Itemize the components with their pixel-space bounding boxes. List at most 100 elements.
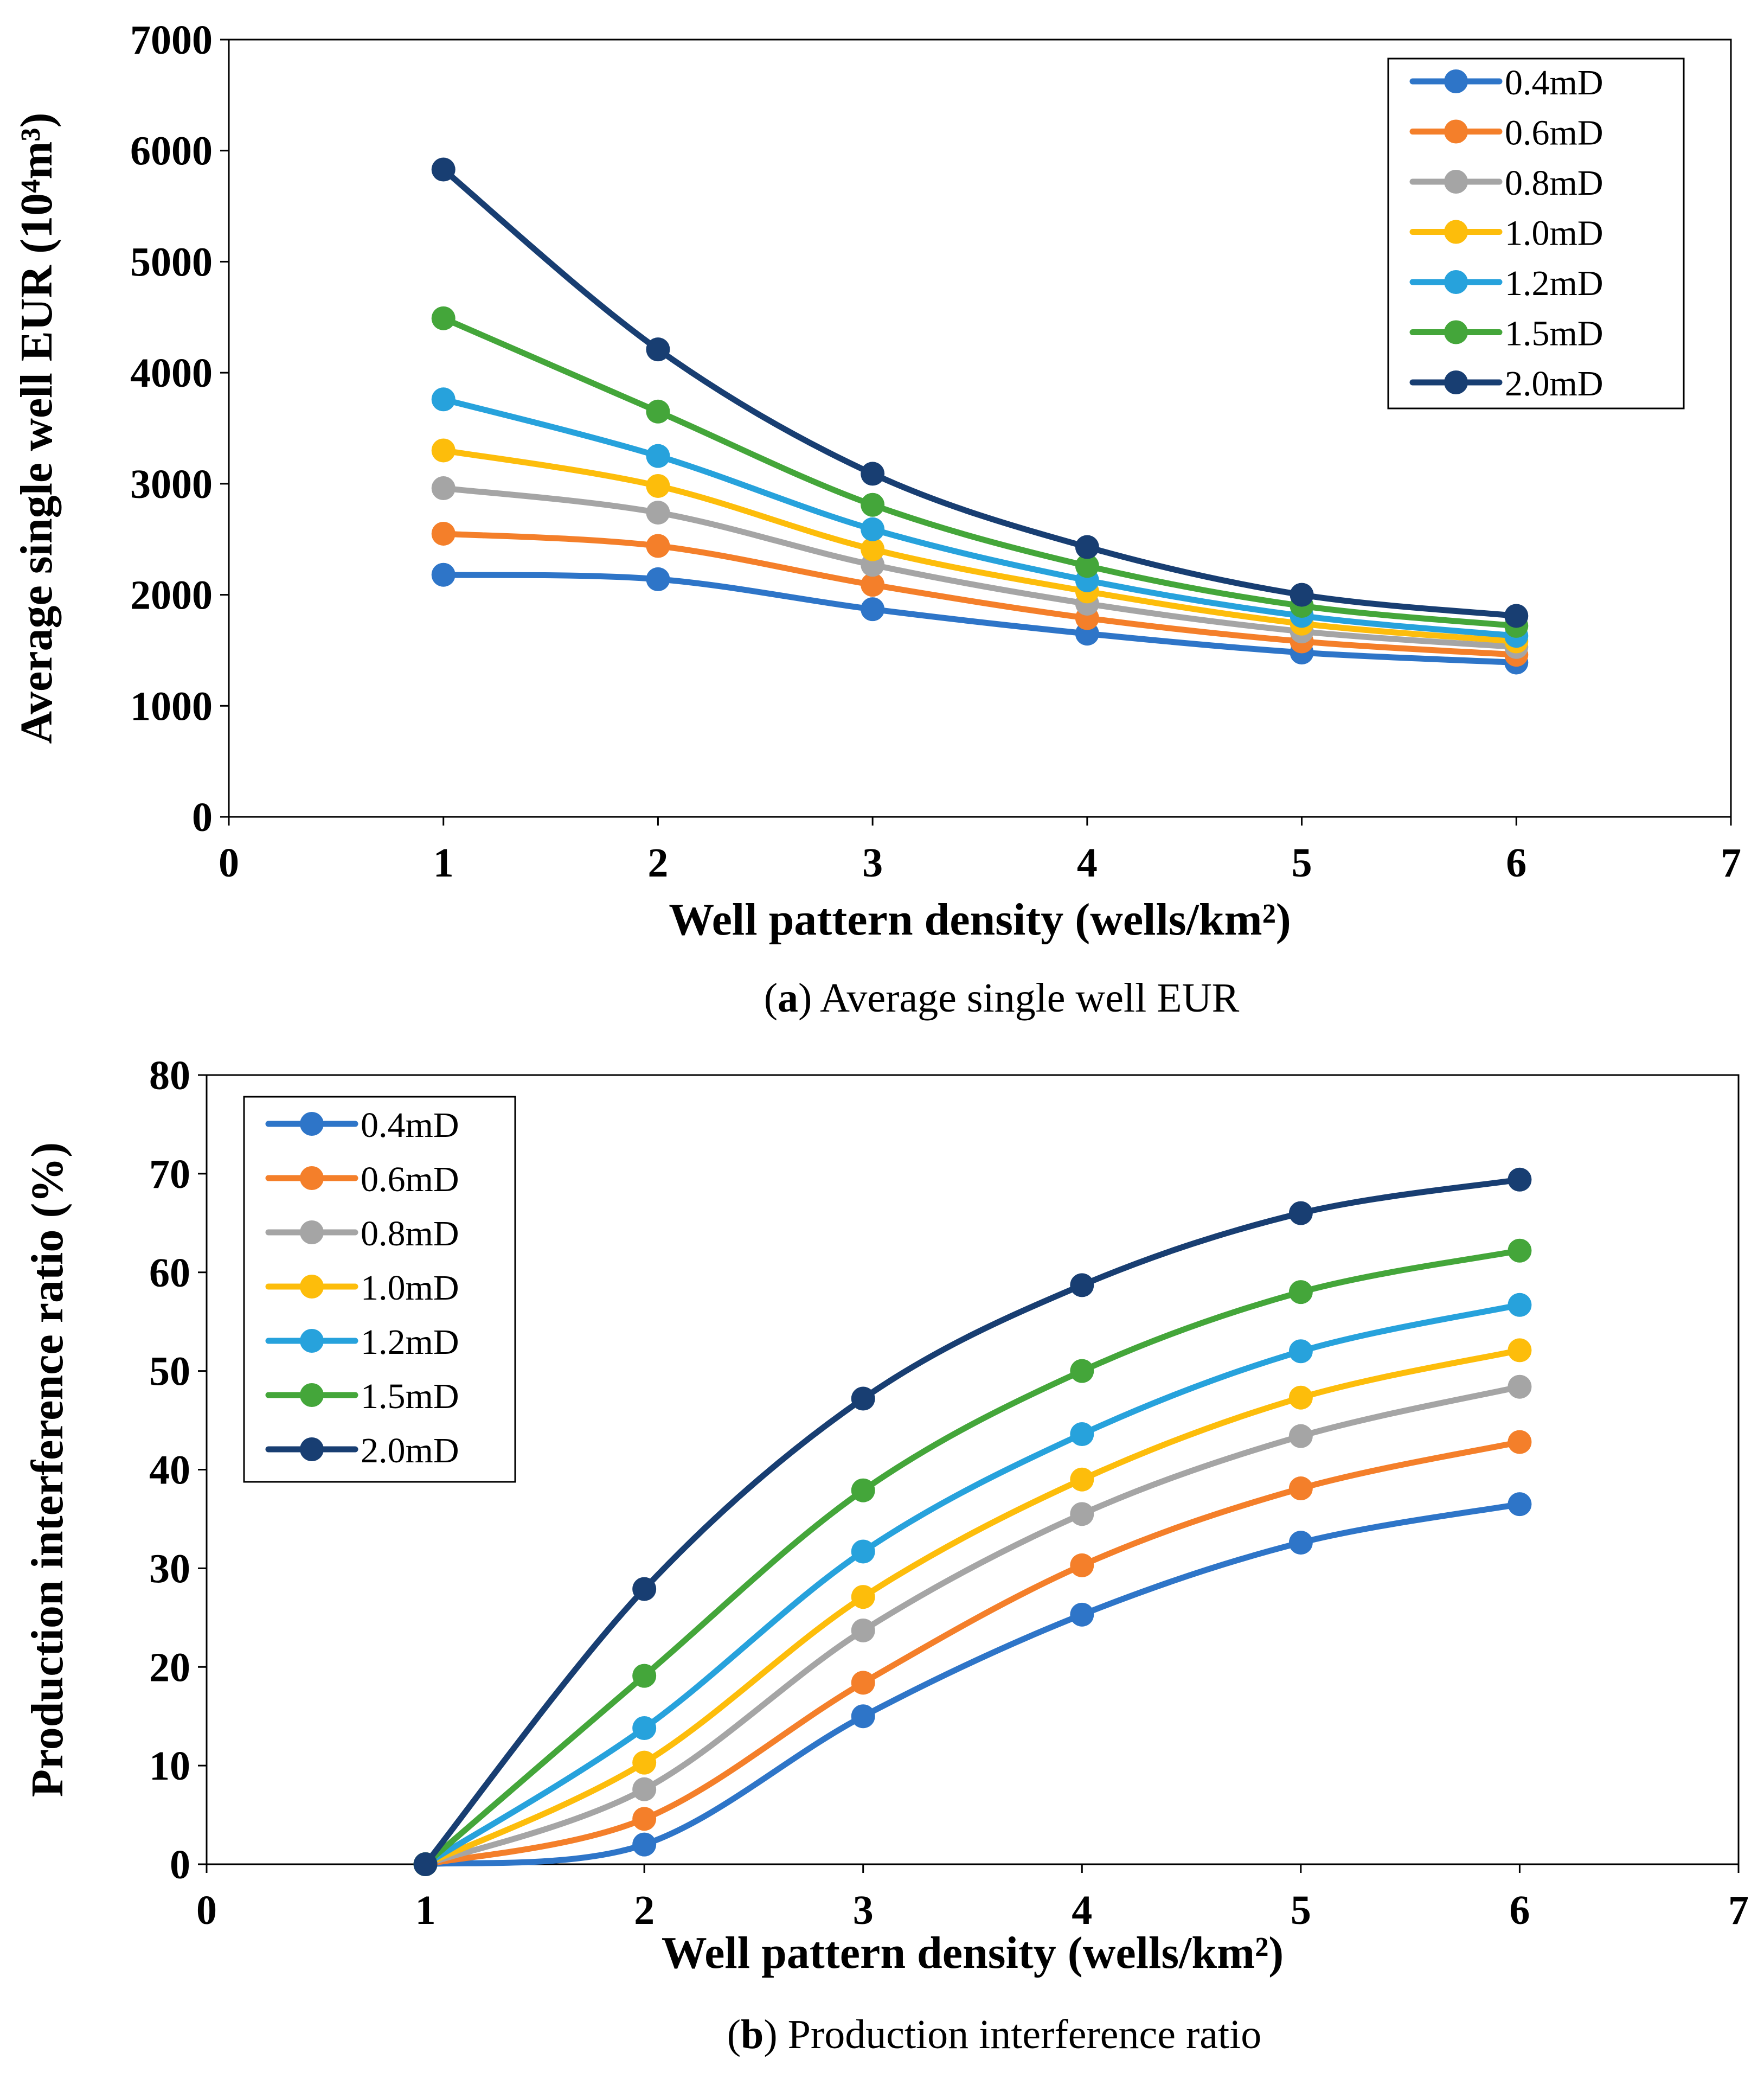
series-line — [440, 485, 1519, 650]
data-point — [431, 387, 456, 412]
series-line — [422, 1248, 1523, 1867]
caption-open: ( — [727, 2012, 741, 2057]
series-line — [440, 315, 1519, 629]
legend-label: 2.0mD — [361, 1431, 459, 1470]
data-point — [646, 567, 670, 591]
x-axis-title: Well pattern density (wells/km²) — [669, 894, 1291, 945]
legend-label: 1.2mD — [361, 1322, 459, 1362]
data-point — [1070, 1467, 1094, 1492]
x-tick-label: 4 — [1072, 1888, 1092, 1933]
plot-area — [228, 39, 1732, 818]
data-point — [431, 521, 456, 546]
legend-label: 0.6mD — [1505, 113, 1603, 153]
series-0.6mD — [413, 1430, 1532, 1876]
legend-swatch-marker — [1444, 170, 1468, 194]
y-tick-label: 3000 — [130, 462, 213, 507]
x-tick-label: 0 — [219, 840, 239, 886]
x-tick-label: 1 — [415, 1888, 436, 1933]
legend: 0.4mD 0.6mD 0.8mD 1.0mD 1.2mD 1.5mD 2.0mD — [1387, 57, 1685, 410]
legend-swatch-marker — [1444, 270, 1468, 294]
legend-label: 0.6mD — [361, 1160, 459, 1199]
legend-label: 0.8mD — [1505, 163, 1603, 203]
series-line — [422, 1347, 1523, 1867]
data-point — [1070, 1359, 1094, 1383]
data-point — [851, 1585, 875, 1609]
data-point — [1508, 1238, 1532, 1263]
data-point — [632, 1750, 657, 1775]
y-axis-title: Production interference ratio (%) — [22, 1142, 73, 1798]
x-tick-label: 5 — [1291, 1888, 1311, 1933]
y-tick-label: 5000 — [130, 239, 213, 285]
legend-swatch-marker — [300, 1166, 324, 1190]
data-point — [1070, 1602, 1094, 1627]
series-line — [440, 530, 1519, 658]
x-tick-label: 2 — [647, 840, 668, 886]
figure-caption: (b) Production interference ratio — [727, 2012, 1262, 2057]
data-point — [431, 562, 456, 587]
series-line — [422, 1302, 1523, 1867]
y-tick-label: 80 — [149, 1053, 190, 1098]
data-point — [646, 474, 670, 498]
data-point — [646, 501, 670, 525]
y-tick-label: 20 — [149, 1645, 190, 1690]
data-point — [1508, 1430, 1532, 1454]
data-point — [861, 573, 885, 597]
legend-label: 1.2mD — [1505, 264, 1603, 303]
y-tick-label: 30 — [149, 1546, 190, 1591]
x-tick-label: 1 — [433, 840, 454, 886]
x-tick-label: 7 — [1728, 1888, 1749, 1933]
data-point — [1288, 1201, 1313, 1225]
legend-label: 1.0mD — [361, 1268, 459, 1308]
data-point — [1070, 1273, 1094, 1297]
y-tick-label: 2000 — [130, 573, 213, 618]
data-point — [1288, 1424, 1313, 1448]
y-tick-label: 10 — [149, 1743, 190, 1789]
legend-swatch-marker — [300, 1383, 324, 1407]
x-tick-label: 3 — [862, 840, 883, 886]
data-point — [413, 1852, 438, 1876]
legend-label: 1.5mD — [361, 1377, 459, 1416]
data-point — [632, 1577, 657, 1601]
y-tick-label: 0 — [170, 1842, 190, 1888]
legend-swatch-marker — [1444, 69, 1468, 93]
data-point — [1070, 1553, 1094, 1577]
data-point — [861, 517, 885, 541]
data-point — [646, 444, 670, 468]
x-tick-label: 4 — [1077, 840, 1098, 886]
data-point — [632, 1807, 657, 1831]
legend-label: 1.5mD — [1505, 314, 1603, 354]
series-line — [422, 1384, 1523, 1867]
caption-letter: a — [778, 975, 798, 1021]
data-point — [1070, 1502, 1094, 1526]
series-0.6mD — [431, 521, 1529, 667]
legend-label: 1.0mD — [1505, 214, 1603, 253]
x-axis-title: Well pattern density (wells/km²) — [662, 1928, 1284, 1978]
legend-label: 0.4mD — [361, 1105, 459, 1145]
data-point — [1504, 604, 1529, 628]
legend-label: 0.4mD — [1505, 63, 1603, 103]
y-tick-label: 0 — [192, 795, 213, 840]
data-point — [1288, 1280, 1313, 1304]
series-0.4mD — [431, 562, 1529, 675]
y-tick-label: 7000 — [130, 17, 213, 63]
legend-swatch-marker — [1444, 220, 1468, 244]
data-point — [431, 157, 456, 182]
data-point — [1508, 1293, 1532, 1317]
legend-label: 0.8mD — [361, 1214, 459, 1253]
caption-text: ) Average single well EUR — [798, 975, 1240, 1021]
caption-letter: b — [741, 2012, 764, 2057]
data-point — [861, 462, 885, 486]
data-point — [1508, 1374, 1532, 1399]
data-point — [851, 1386, 875, 1411]
y-tick-label: 4000 — [130, 350, 213, 396]
chart-a-eur: 0 1 2 3 4 5 6 7 0 1000 2000 3000 4000 5000 6000 7000 Wel… — [11, 17, 1741, 1021]
figure-caption: (a) Average single well EUR — [764, 975, 1240, 1021]
x-tick-label: 5 — [1292, 840, 1312, 886]
data-point — [1288, 1531, 1313, 1555]
data-point — [646, 337, 670, 362]
series-line — [440, 447, 1519, 645]
data-point — [632, 1716, 657, 1741]
x-tick-label: 0 — [196, 1888, 217, 1933]
legend-swatch-marker — [1444, 370, 1468, 394]
